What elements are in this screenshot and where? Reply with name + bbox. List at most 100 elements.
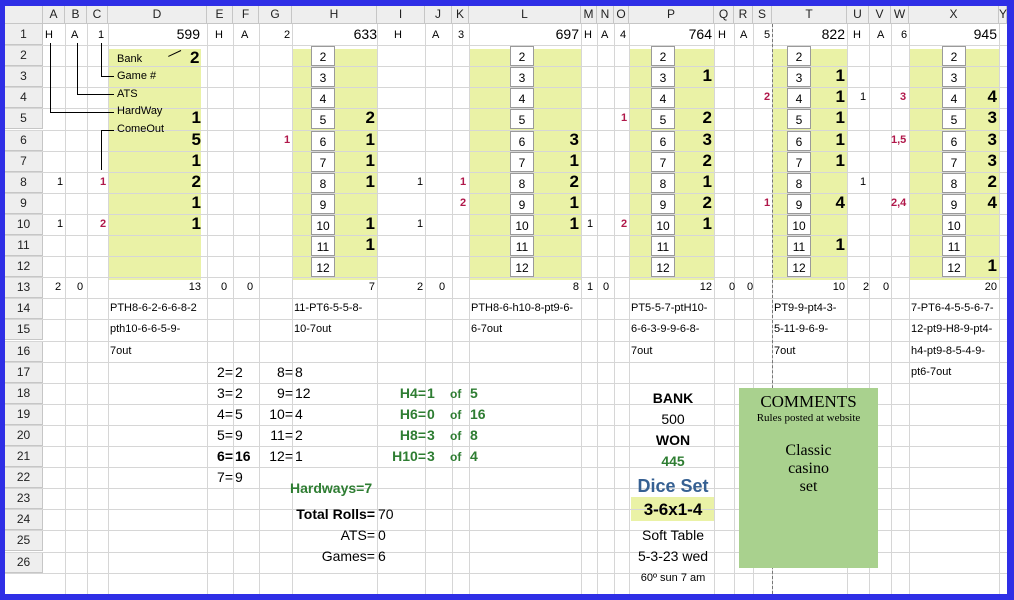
game4-count[interactable]: 3 (702, 130, 712, 149)
game3-ats-total[interactable]: 0 (439, 281, 446, 293)
game1-comeout-note[interactable]: 1 (100, 176, 107, 188)
game4-ats-total[interactable]: 0 (603, 281, 610, 293)
game5-count[interactable]: 1 (835, 151, 845, 170)
game4-count[interactable]: 2 (702, 151, 712, 170)
bank-633[interactable]: 633 (353, 26, 377, 42)
game4-comeout-note[interactable]: 2 (621, 218, 628, 230)
col-header-a[interactable]: A (43, 6, 65, 24)
game-number-1[interactable]: 1 (98, 29, 105, 41)
dist-value[interactable]: 2 (235, 364, 243, 380)
game3-count[interactable]: 1 (569, 214, 579, 233)
col-header-q[interactable]: Q (714, 6, 734, 24)
row-header-16[interactable]: 16 (5, 340, 43, 362)
row-header-25[interactable]: 25 (5, 530, 43, 552)
game6-roll-sequence[interactable]: h4-pt9-8-5-4-9- (911, 345, 985, 357)
row-header-12[interactable]: 12 (5, 256, 43, 278)
session-date[interactable]: 5-3-23 wed (637, 548, 709, 564)
ats-value[interactable]: 0 (378, 527, 386, 543)
col-header-r[interactable]: R (734, 6, 753, 24)
col-header-n[interactable]: N (597, 6, 614, 24)
game4-hardway-note[interactable]: 1 (587, 218, 594, 230)
game6-count[interactable]: 3 (987, 130, 997, 149)
game5-count[interactable]: 1 (835, 130, 845, 149)
row-header-8[interactable]: 8 (5, 171, 43, 193)
col-m-h[interactable]: H (584, 29, 592, 41)
row-header-24[interactable]: 24 (5, 509, 43, 531)
game3-count[interactable]: 2 (569, 172, 579, 191)
game4-roll-total[interactable]: 12 (699, 281, 712, 293)
col-a-h[interactable]: H (45, 29, 53, 41)
game5-comeout-note[interactable]: 1 (764, 197, 771, 209)
col-header-j[interactable]: J (425, 6, 452, 24)
game1-count[interactable]: 1 (191, 193, 201, 212)
game-number-3[interactable]: 3 (458, 29, 465, 41)
game6-roll-total[interactable]: 20 (984, 281, 997, 293)
game-number-2[interactable]: 2 (284, 29, 291, 41)
row-header-17[interactable]: 17 (5, 361, 43, 383)
bank-697[interactable]: 697 (555, 26, 579, 42)
col-header-f[interactable]: F (233, 6, 259, 24)
row-header-10[interactable]: 10 (5, 213, 43, 235)
row-header-7[interactable]: 7 (5, 150, 43, 172)
game6-roll-sequence[interactable]: 12-pt9-H8-9-pt4- (911, 323, 993, 335)
game6-ats-total[interactable]: 0 (883, 281, 890, 293)
bank-764[interactable]: 764 (688, 26, 712, 42)
row-header-3[interactable]: 3 (5, 66, 43, 88)
hardway-total[interactable]: 5 (470, 385, 478, 401)
dist-value[interactable]: 4 (295, 406, 303, 422)
col-header-g[interactable]: G (259, 6, 292, 24)
game5-ats-total[interactable]: 0 (747, 281, 754, 293)
weather-note[interactable]: 60º sun 7 am (640, 572, 706, 584)
dist-value[interactable]: 2 (295, 427, 303, 443)
bank-822[interactable]: 822 (821, 26, 845, 42)
row-header-4[interactable]: 4 (5, 87, 43, 109)
dist-value[interactable]: 8 (295, 364, 303, 380)
game6-roll-sequence[interactable]: pt6-7out (911, 366, 952, 378)
game1-roll-sequence[interactable]: PTH8-6-2-6-6-8-2 (110, 302, 197, 314)
game1-hardway-note[interactable]: 1 (57, 176, 64, 188)
game4-count[interactable]: 2 (702, 193, 712, 212)
hardway-count[interactable]: 0 (427, 406, 435, 422)
dist-value[interactable]: 1 (295, 448, 303, 464)
game-number-4[interactable]: 4 (620, 29, 627, 41)
row-header-14[interactable]: 14 (5, 298, 43, 320)
game5-count[interactable]: 4 (835, 193, 845, 212)
game3-count[interactable]: 1 (569, 193, 579, 212)
game1-comeout-note[interactable]: 2 (100, 218, 107, 230)
col-header-h[interactable]: H (292, 6, 377, 24)
row-header-26[interactable]: 26 (5, 551, 43, 573)
game4-count[interactable]: 1 (702, 214, 712, 233)
row-header-19[interactable]: 19 (5, 403, 43, 425)
hardway-total[interactable]: 4 (470, 448, 478, 464)
game2-count[interactable]: 1 (365, 151, 375, 170)
col-header-o[interactable]: O (614, 6, 629, 24)
game4-count[interactable]: 2 (702, 108, 712, 127)
col-v-a[interactable]: A (877, 29, 885, 41)
select-all-corner[interactable] (5, 6, 43, 24)
col-header-s[interactable]: S (753, 6, 772, 24)
col-header-k[interactable]: K (452, 6, 469, 24)
game5-roll-total[interactable]: 10 (832, 281, 845, 293)
game6-hardway-total[interactable]: 2 (863, 281, 870, 293)
game-number-6[interactable]: 6 (901, 29, 908, 41)
game6-comeout-note[interactable]: 1,5 (891, 134, 907, 146)
game3-hardway-note[interactable]: 1 (417, 176, 424, 188)
col-header-w[interactable]: W (891, 6, 909, 24)
game2-count[interactable]: 1 (365, 172, 375, 191)
game3-comeout-note[interactable]: 2 (460, 197, 467, 209)
bank-start-value[interactable]: 500 (661, 411, 685, 427)
game3-roll-sequence[interactable]: PTH8-6-h10-8-pt9-6- (471, 302, 574, 314)
game5-roll-sequence[interactable]: PT9-9-pt4-3- (774, 302, 837, 314)
game5-count[interactable]: 1 (835, 108, 845, 127)
game5-hardway-note[interactable]: 1 (860, 91, 867, 103)
row-header-20[interactable]: 20 (5, 424, 43, 446)
dist-value[interactable]: 9 (235, 469, 243, 485)
col-header-i[interactable]: I (377, 6, 425, 24)
game4-count[interactable]: 1 (702, 66, 712, 85)
game2-roll-sequence[interactable]: 11-PT6-5-5-8- (294, 302, 363, 314)
dist-value[interactable]: 9 (235, 427, 243, 443)
hardway-total[interactable]: 16 (470, 406, 486, 422)
game2-roll-sequence[interactable]: 10-7out (294, 323, 332, 335)
table-type[interactable]: Soft Table (641, 527, 704, 543)
